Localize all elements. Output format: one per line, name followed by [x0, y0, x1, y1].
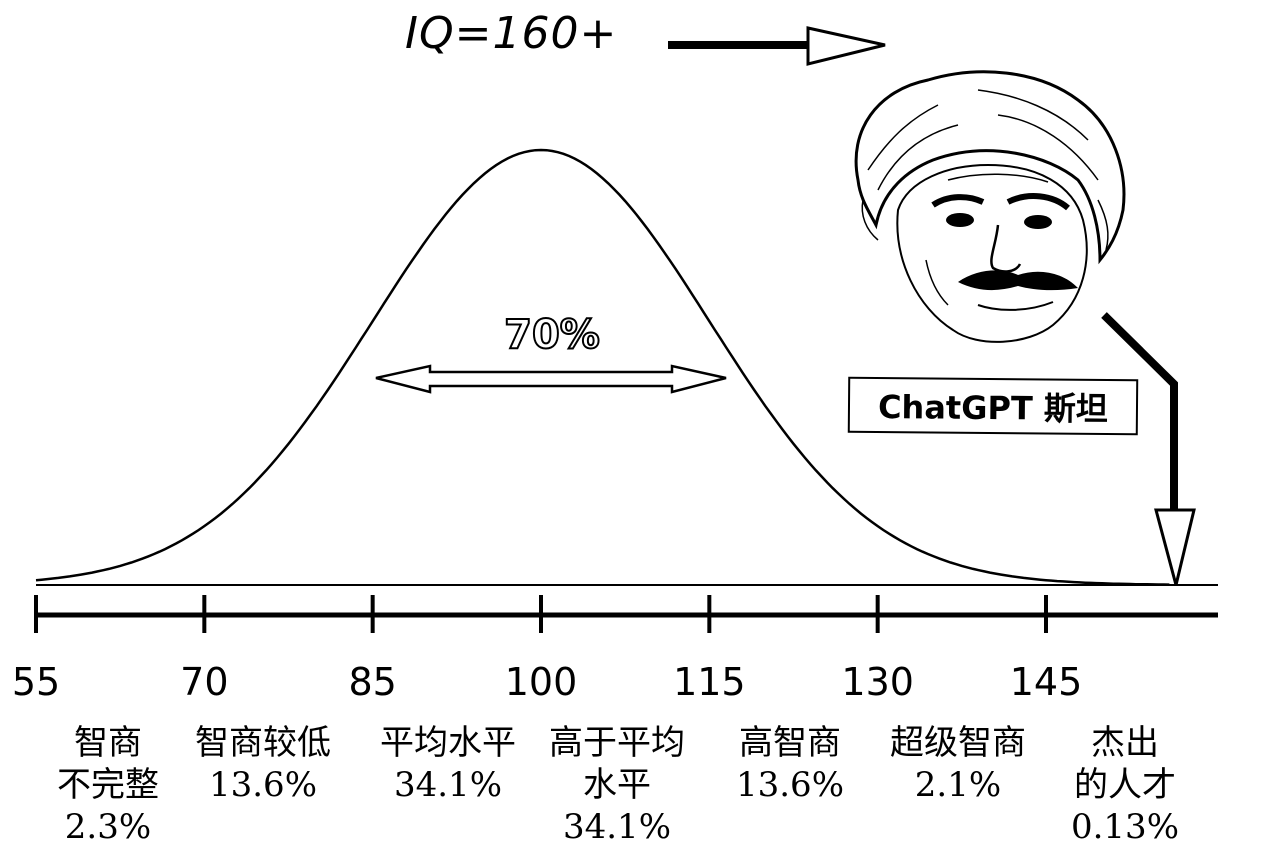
category-label-line: 智商 [74, 723, 142, 763]
category-label: 超级智商 2.1% [868, 722, 1048, 806]
category-label-line: 2.3% [64, 807, 152, 847]
category-label-line: 13.6% [735, 765, 844, 805]
category-label-line: 34.1% [562, 807, 671, 847]
category-label: 智商 不完整 2.3% [18, 722, 198, 848]
category-label-line: 杰出 [1091, 723, 1159, 763]
x-tick-label: 115 [673, 660, 746, 704]
category-label-line: 的人才 [1074, 765, 1176, 805]
category-label-line: 智商较低 [195, 723, 331, 763]
bell-curve-line [35, 148, 1170, 586]
pointer-arrow-icon [1101, 312, 1196, 586]
portrait-sketch-image [854, 70, 1126, 343]
category-label-line: 不完整 [57, 765, 159, 805]
range-percent-label: 70% [504, 312, 600, 358]
category-label-line: 高智商 [739, 723, 841, 763]
category-label: 平均水平 34.1% [358, 722, 538, 806]
category-label-line: 0.13% [1070, 807, 1179, 847]
category-label-line: 2.1% [914, 765, 1002, 805]
category-label: 高于平均 水平 34.1% [527, 722, 707, 848]
chatgpt-badge: ChatGPT 斯坦 [847, 376, 1139, 436]
range-double-arrow-icon [375, 364, 727, 394]
x-tick-label: 145 [1010, 660, 1083, 704]
category-label: 杰出 的人才 0.13% [1035, 722, 1215, 848]
iq-title: IQ=160+ [405, 8, 618, 59]
title-arrow-icon [668, 26, 886, 66]
category-label-line: 平均水平 [380, 723, 516, 763]
x-tick-label: 100 [505, 660, 578, 704]
category-label: 智商较低 13.6% [173, 722, 353, 806]
category-label-line: 高于平均 [549, 723, 685, 763]
category-label-line: 超级智商 [890, 723, 1026, 763]
category-label-line: 13.6% [208, 765, 317, 805]
x-tick-label: 85 [348, 660, 396, 704]
x-tick-label: 70 [180, 660, 228, 704]
category-label: 高智商 13.6% [700, 722, 880, 806]
category-label-line: 34.1% [393, 765, 502, 805]
x-tick-label: 55 [12, 660, 60, 704]
x-tick-label: 130 [841, 660, 914, 704]
category-label-line: 水平 [583, 765, 651, 805]
